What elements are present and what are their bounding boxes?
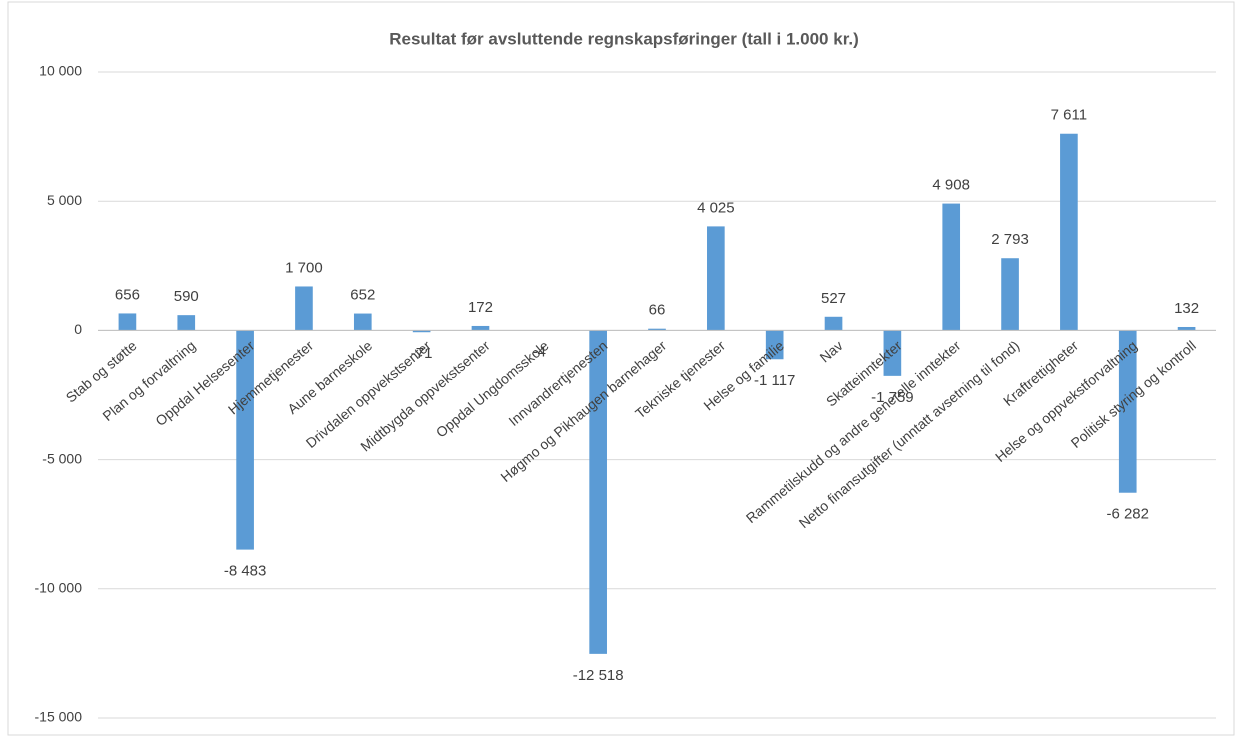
value-label: -71 <box>411 345 433 362</box>
value-label: 1 700 <box>285 259 323 276</box>
bar <box>177 315 196 331</box>
y-tick-label: -5 000 <box>42 450 82 466</box>
bar <box>1001 258 1019 331</box>
bar <box>353 313 372 331</box>
bar <box>707 226 725 331</box>
bar <box>824 316 843 331</box>
value-label: 66 <box>649 302 666 319</box>
value-label: 172 <box>468 299 493 316</box>
value-label: -4 <box>533 343 546 360</box>
chart-title: Resultat før avsluttende regnskapsføring… <box>389 29 859 48</box>
bar <box>1118 330 1137 493</box>
bar <box>118 313 137 331</box>
chart-frame <box>7 1 1235 736</box>
value-label: -1 117 <box>754 372 795 389</box>
bar <box>648 328 666 331</box>
bar <box>942 203 961 331</box>
value-label: 4 908 <box>932 177 970 194</box>
y-tick-label: 5 000 <box>47 192 82 208</box>
value-label: -6 282 <box>1106 506 1149 523</box>
value-label: 132 <box>1174 300 1199 317</box>
bar <box>295 286 313 331</box>
bar <box>236 330 254 550</box>
y-tick-label: 10 000 <box>39 63 82 79</box>
value-label: -8 483 <box>224 563 267 580</box>
value-label: 656 <box>115 286 140 303</box>
value-label: -12 518 <box>573 667 624 684</box>
value-label: 652 <box>350 287 375 304</box>
y-tick-label: 0 <box>74 321 82 337</box>
y-tick-label: -15 000 <box>35 709 83 725</box>
bar <box>1060 133 1078 331</box>
value-label: 2 793 <box>991 231 1029 248</box>
value-label: 527 <box>821 290 846 307</box>
bar <box>883 330 902 376</box>
value-label: 7 611 <box>1051 107 1087 124</box>
bar <box>471 325 490 331</box>
value-label: 590 <box>174 288 199 305</box>
value-label: -1 759 <box>871 389 914 406</box>
bar <box>765 330 784 360</box>
bar <box>412 330 431 333</box>
bar <box>1177 326 1196 331</box>
value-label: 4 025 <box>697 199 735 216</box>
y-tick-label: -10 000 <box>35 580 83 596</box>
bar <box>589 330 607 654</box>
